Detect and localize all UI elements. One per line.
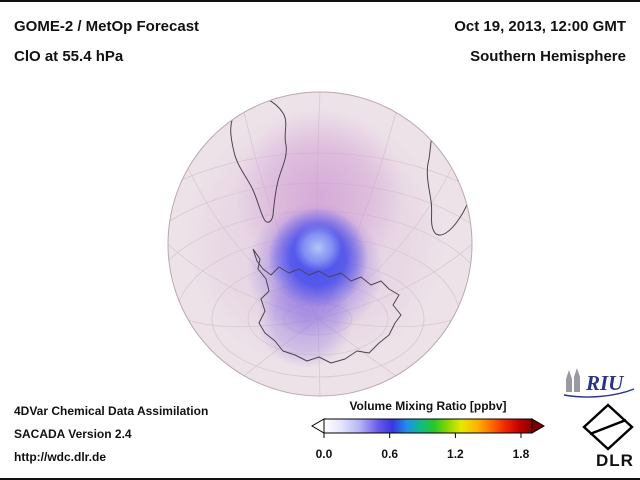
colorbar-scale — [311, 418, 545, 438]
product-title: GOME-2 / MetOp Forecast — [14, 18, 200, 35]
url-label: http://wdc.dlr.de — [14, 450, 106, 464]
riu-swoosh — [563, 388, 635, 398]
top-border — [0, 0, 640, 2]
hemisphere-map — [167, 91, 473, 397]
coastline-antarctica — [252, 248, 402, 364]
header-left: GOME-2 / MetOp Forecast ClO at 55.4 hPa — [14, 12, 199, 72]
dlr-logo-text: DLR — [596, 451, 634, 470]
colorbar-title: Volume Mixing Ratio [ppbv] — [349, 399, 507, 413]
tick-label-1: 0.6 — [381, 447, 399, 461]
colorbar-tick-marks — [323, 433, 522, 438]
tick-label-2: 1.2 — [447, 447, 464, 461]
assimilation-label: 4DVar Chemical Data Assimilation — [14, 404, 209, 418]
colorbar-labels: 0.0 0.6 1.2 1.8 — [310, 447, 546, 461]
globe-limb — [167, 91, 473, 397]
coastline-south-america — [230, 95, 287, 223]
colorbar-underflow-arrow — [311, 418, 325, 434]
colorbar: Volume Mixing Ratio [ppbv] — [310, 399, 546, 461]
bottom-border — [0, 478, 640, 480]
riu-logo: RIU — [563, 368, 635, 398]
hemisphere-label: Southern Hemisphere — [470, 48, 626, 65]
footer-left: 4DVar Chemical Data Assimilation SACADA … — [14, 400, 208, 469]
version-label: SACADA Version 2.4 — [14, 427, 132, 441]
colorbar-overflow-arrow — [531, 418, 545, 434]
datetime-label: Oct 19, 2013, 12:00 GMT — [454, 18, 626, 35]
colorbar-gradient — [323, 418, 533, 434]
header-right: Oct 19, 2013, 12:00 GMT Southern Hemisph… — [454, 12, 626, 72]
dlr-mark-icon — [582, 403, 634, 451]
riu-cathedral-icon — [566, 368, 580, 392]
species-level-label: ClO at 55.4 hPa — [14, 48, 124, 65]
tick-label-0: 0.0 — [315, 447, 333, 461]
clo-plume-overlay — [235, 110, 405, 368]
riu-logo-text: RIU — [585, 371, 625, 395]
tick-label-3: 1.8 — [512, 447, 530, 461]
